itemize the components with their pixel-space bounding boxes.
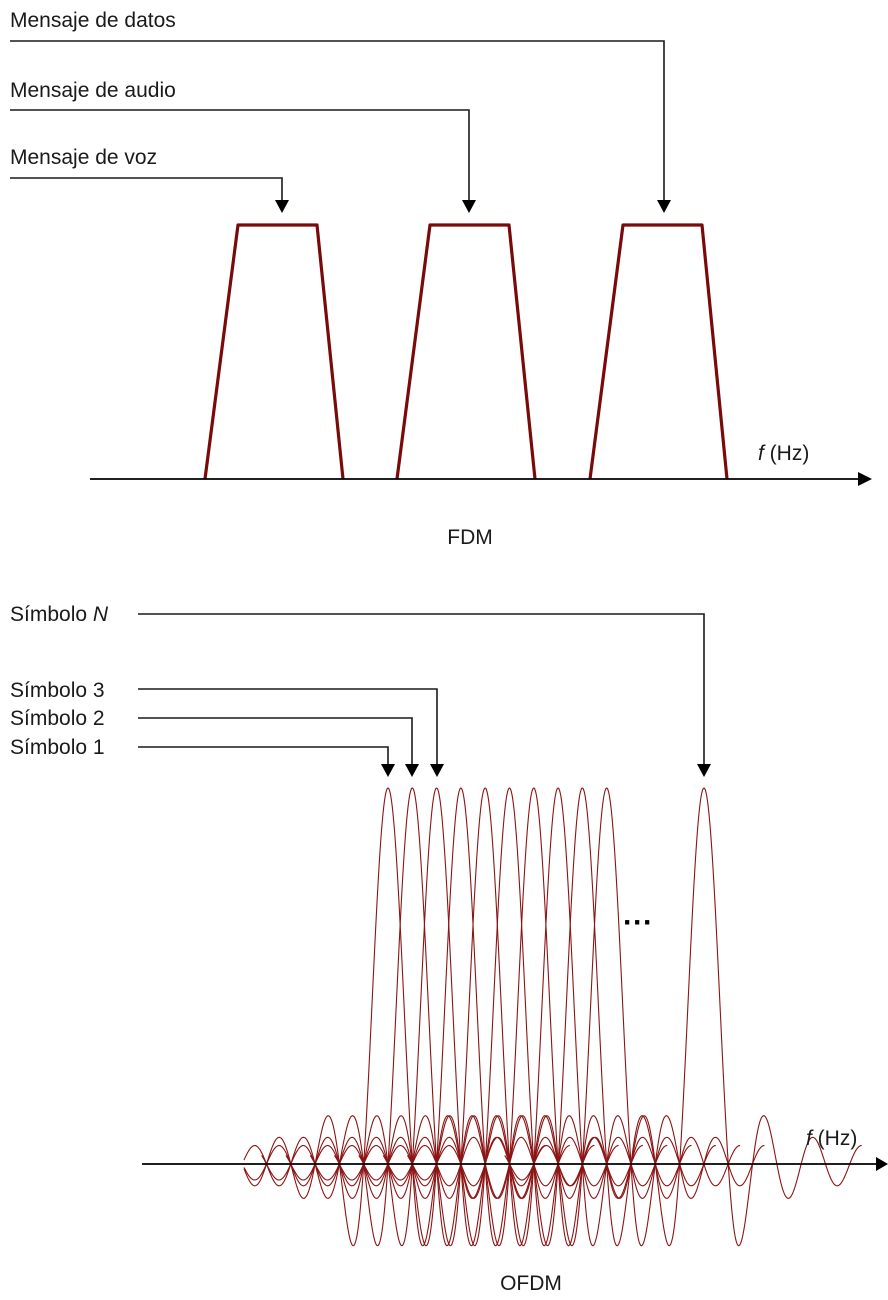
fdm-label-audio: Mensaje de audio	[10, 79, 176, 102]
ofdm-leader-symbol-1	[138, 746, 389, 768]
subcarrier-spectrum-3	[243, 787, 595, 1247]
fdm-arrowhead-voz	[275, 200, 289, 213]
ofdm-leader-symbol-n	[138, 613, 705, 768]
subcarrier-spectrum-9	[382, 787, 741, 1247]
ofdm-arrowhead-symbol-n	[697, 764, 711, 777]
ofdm-leader-symbol-2	[138, 717, 413, 768]
ofdm-subcarrier-spectra	[243, 787, 862, 1247]
ofdm-axis-label: f (Hz)	[806, 1127, 857, 1150]
subcarrier-spectrum-2	[243, 787, 570, 1247]
ofdm-label-symbol-1: Símbolo 1	[10, 736, 105, 759]
ofdm-arrowhead-symbol-2	[405, 764, 419, 777]
ofdm-symbol-n-prefix: Símbolo	[10, 603, 93, 626]
ofdm-label-symbol-2: Símbolo 2	[10, 707, 105, 730]
ofdm-axis-var: f	[806, 1127, 814, 1150]
fdm-leader-audio	[10, 109, 470, 205]
ofdm-panel: Símbolo N Símbolo 3 Símbolo 2 Símbolo 1 …	[10, 603, 888, 1295]
ofdm-arrowhead-symbol-1	[381, 764, 395, 777]
fdm-panel: Mensaje de datos Mensaje de audio Mensaj…	[10, 9, 872, 549]
fdm-axis-var: f	[758, 442, 766, 465]
fdm-axis-arrowhead	[858, 472, 872, 486]
fdm-arrowhead-datos	[657, 200, 671, 213]
fdm-caption: FDM	[447, 526, 493, 549]
ofdm-caption: OFDM	[500, 1272, 562, 1295]
fdm-band-audio	[395, 223, 537, 480]
fdm-band-datos	[588, 223, 729, 480]
ofdm-leader-symbol-3	[138, 688, 438, 768]
ofdm-label-symbol-3: Símbolo 3	[10, 679, 105, 702]
fdm-label-voz: Mensaje de voz	[10, 146, 157, 169]
ofdm-axis-unit: (Hz)	[812, 1127, 858, 1150]
fdm-leader-datos	[10, 40, 665, 205]
ofdm-arrowhead-symbol-3	[430, 764, 444, 777]
ofdm-axis-arrowhead	[876, 1157, 888, 1171]
subcarrier-spectrum-1	[243, 787, 546, 1247]
fdm-axis-unit: (Hz)	[764, 442, 810, 465]
fdm-arrowhead-audio	[462, 200, 476, 213]
subcarrier-spectrum-8	[358, 787, 716, 1247]
ofdm-symbol-n-var: N	[93, 603, 109, 626]
fdm-axis-label: f (Hz)	[758, 442, 809, 465]
subcarrier-spectrum-10	[406, 787, 765, 1247]
ofdm-label-symbol-n: Símbolo N	[10, 603, 109, 626]
fdm-leader-voz	[10, 177, 283, 205]
fdm-band-voz	[203, 223, 345, 480]
fdm-label-datos: Mensaje de datos	[10, 9, 176, 32]
ofdm-ellipsis: ···	[623, 906, 653, 939]
subcarrier-spectrum-n	[504, 787, 862, 1247]
